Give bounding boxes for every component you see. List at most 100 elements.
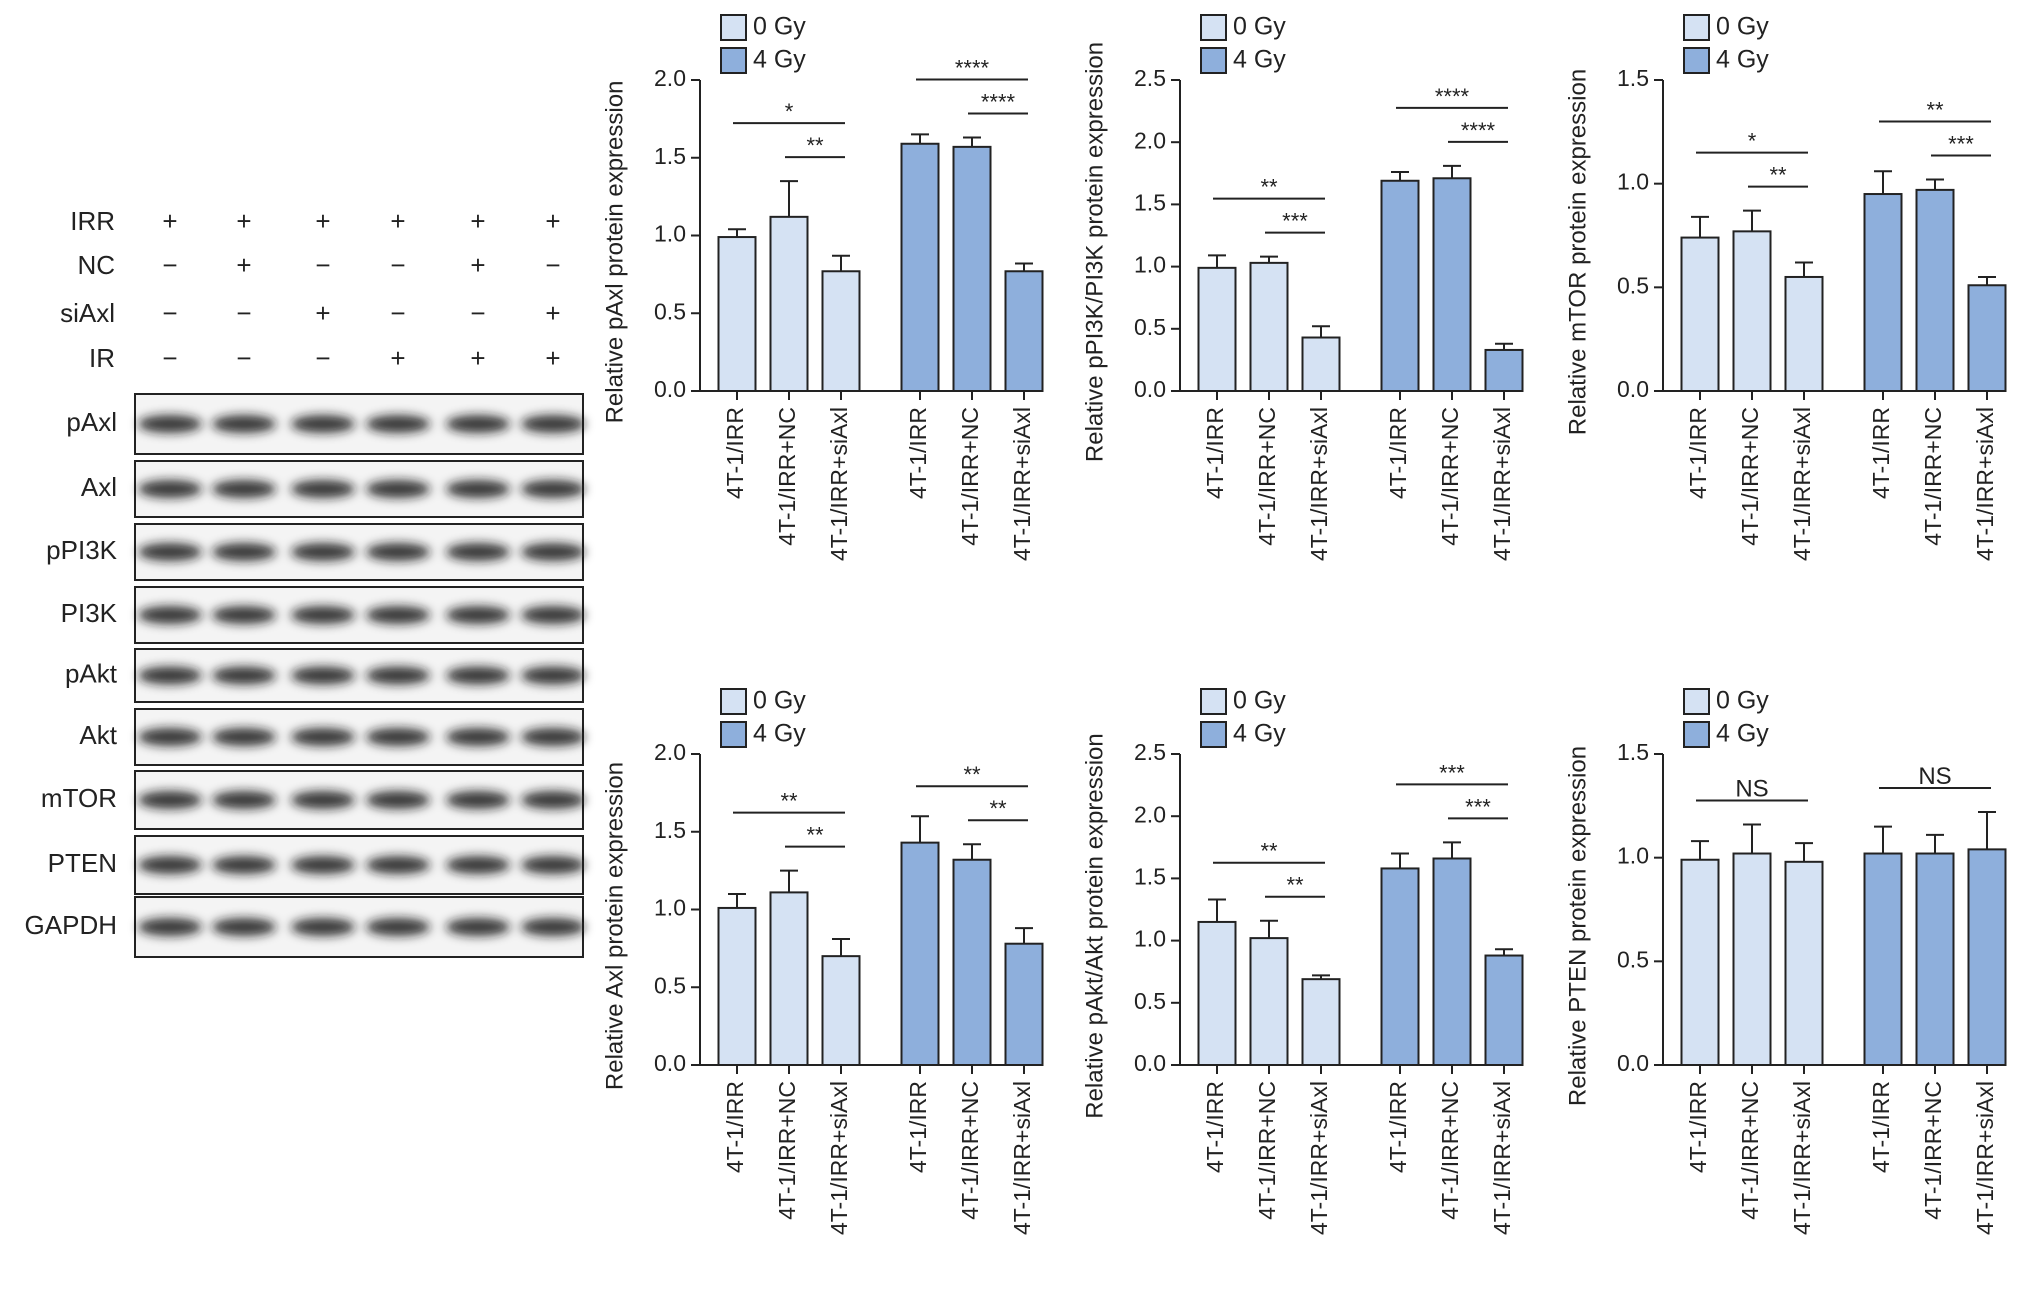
blot-band	[366, 415, 430, 433]
y-tick-label: 0.5	[654, 298, 686, 324]
bar	[1915, 852, 1955, 1067]
bar	[1484, 954, 1524, 1067]
y-tick-label: 0.5	[1617, 272, 1649, 298]
band-label: PTEN	[48, 848, 117, 878]
condition-sign: −	[470, 298, 485, 328]
blot-band	[521, 480, 585, 498]
y-tick-label: 0.0	[1134, 376, 1166, 402]
bar	[1301, 336, 1341, 392]
blot-band	[212, 918, 276, 936]
bar	[1915, 188, 1955, 392]
x-tick-label: 4T-1/IRR+NC	[1920, 407, 1946, 546]
blot-frame	[134, 896, 584, 958]
bar	[717, 906, 757, 1066]
y-axis-title: Relative PTEN protein expression	[1564, 746, 1591, 1106]
blot-band	[366, 791, 430, 809]
blot-band	[521, 606, 585, 624]
significance-label: **	[806, 823, 824, 848]
x-tick-label: 4T-1/IRR+siAxl	[1489, 407, 1515, 561]
blot-bands	[138, 856, 585, 874]
bar	[1732, 230, 1772, 392]
significance-label: ****	[1461, 118, 1496, 143]
significance-label: **	[806, 133, 824, 158]
condition-sign: +	[545, 343, 560, 373]
legend-swatch	[720, 14, 747, 41]
x-tick-label: 4T-1/IRR	[1868, 407, 1894, 499]
blot-band	[212, 543, 276, 561]
significance-label: **	[1769, 163, 1787, 188]
legend-swatch	[1200, 688, 1227, 715]
y-tick-label: 1.0	[654, 221, 686, 247]
blot-frame	[134, 708, 584, 766]
legend-label: 4 Gy	[1233, 46, 1286, 74]
blot-band	[366, 480, 430, 498]
bar	[821, 955, 861, 1067]
y-tick-label: 1.5	[654, 817, 686, 843]
y-tick-label: 1.5	[1134, 863, 1166, 889]
condition-sign: +	[470, 343, 485, 373]
blot-bands	[138, 480, 585, 498]
error-bar	[1015, 262, 1033, 272]
x-tick-label: 4T-1/IRR+siAxl	[1789, 407, 1815, 561]
bar	[1967, 284, 2007, 393]
y-tick-label: 0.0	[654, 376, 686, 402]
legend-swatch	[720, 47, 747, 74]
y-tick-label: 1.5	[654, 143, 686, 169]
error-bar	[1260, 919, 1278, 939]
error-bar	[832, 254, 850, 272]
error-bar	[832, 938, 850, 957]
blot-band	[291, 543, 355, 561]
blot-band	[446, 666, 510, 685]
blot-band	[446, 791, 510, 809]
condition-label: IRR	[70, 206, 115, 236]
y-tick-label: 0.5	[654, 972, 686, 998]
x-tick-label: 4T-1/IRR	[1202, 407, 1228, 499]
bar	[1784, 860, 1824, 1067]
y-tick-label: 1.0	[1134, 252, 1166, 278]
error-bar	[1926, 178, 1944, 190]
blot-band	[521, 415, 585, 433]
y-tick-label: 1.5	[1134, 189, 1166, 215]
significance-label: *	[785, 99, 794, 124]
bar	[1004, 270, 1044, 393]
x-tick-label: 4T-1/IRR+siAxl	[1009, 1081, 1035, 1235]
condition-sign: −	[390, 250, 405, 280]
blot-band	[212, 666, 276, 685]
legend-label: 0 Gy	[753, 13, 806, 41]
blot-band	[138, 791, 202, 809]
blot-band	[212, 606, 276, 624]
blot-band	[291, 791, 355, 809]
blot-band	[291, 606, 355, 624]
bar	[1432, 857, 1472, 1066]
legend-label: 0 Gy	[753, 687, 806, 715]
x-tick-label: 4T-1/IRR+NC	[1254, 407, 1280, 546]
blot-band	[138, 415, 202, 433]
error-bar	[1743, 209, 1761, 232]
blot-bands	[138, 606, 585, 624]
significance-label: **	[963, 762, 981, 787]
significance-label: NS	[1735, 775, 1768, 802]
condition-label: NC	[77, 250, 115, 280]
condition-sign: +	[236, 206, 251, 236]
blot-band	[138, 606, 202, 624]
blot-band	[291, 415, 355, 433]
error-bar	[1260, 255, 1278, 263]
condition-sign: −	[162, 343, 177, 373]
blot-band	[138, 728, 202, 746]
y-tick-label: 0.5	[1134, 988, 1166, 1014]
legend-label: 4 Gy	[753, 720, 806, 748]
error-bar	[1926, 833, 1944, 854]
y-axis-title: Relative pAxl protein expression	[601, 81, 628, 424]
condition-sign: +	[470, 206, 485, 236]
x-tick-label: 4T-1/IRR+siAxl	[1306, 407, 1332, 561]
y-tick-label: 0.0	[654, 1050, 686, 1076]
blot-band	[138, 666, 202, 685]
y-axis-title: Relative mTOR protein expression	[1564, 69, 1591, 435]
bar	[1967, 848, 2007, 1067]
error-bar	[1312, 974, 1330, 980]
bar	[1301, 978, 1341, 1066]
bar	[1249, 261, 1289, 393]
x-tick-label: 4T-1/IRR	[1385, 407, 1411, 499]
x-tick-label: 4T-1/IRR+siAxl	[826, 407, 852, 561]
significance-label: **	[1260, 175, 1278, 200]
